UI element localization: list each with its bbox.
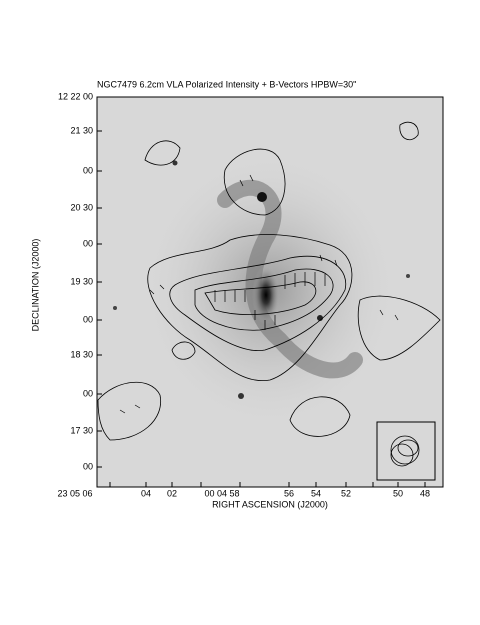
contours	[97, 121, 441, 441]
y-tick-label: 00	[83, 388, 93, 398]
beam	[376, 421, 436, 481]
x-tick-label: 52	[341, 488, 351, 498]
x-tick-label: 48	[420, 488, 430, 498]
y-tick-label: 00	[83, 314, 93, 324]
y-tick-label: 12 22 00	[58, 91, 93, 101]
y-tick-label: 21 30	[70, 125, 93, 135]
vectors	[119, 174, 399, 414]
x-tick-label: 23 05 06	[57, 488, 92, 498]
image	[97, 97, 443, 487]
x-tick-label: 00 04 58	[204, 488, 239, 498]
y-tick-label: 18 30	[70, 349, 93, 359]
y-tick-label: 00	[83, 165, 93, 175]
y-axis-label: DECLINATION (J2000)	[30, 239, 40, 332]
y-tick-label: 20 30	[70, 202, 93, 212]
x-tick-label: 50	[393, 488, 403, 498]
x-tick-label: 54	[311, 488, 321, 498]
frame	[96, 96, 444, 488]
y-tick-label: 00	[83, 238, 93, 248]
x-axis-label: RIGHT ASCENSION (J2000)	[212, 499, 328, 509]
figure-title: NGC7479 6.2cm VLA Polarized Intensity + …	[97, 79, 356, 89]
y-tick-label: 19 30	[70, 276, 93, 286]
y-tick-label: 00	[83, 461, 93, 471]
x-tick-label: 04	[141, 488, 151, 498]
y-tick-label: 17 30	[70, 425, 93, 435]
x-tick-label: 56	[284, 488, 294, 498]
x-tick-label: 02	[167, 488, 177, 498]
